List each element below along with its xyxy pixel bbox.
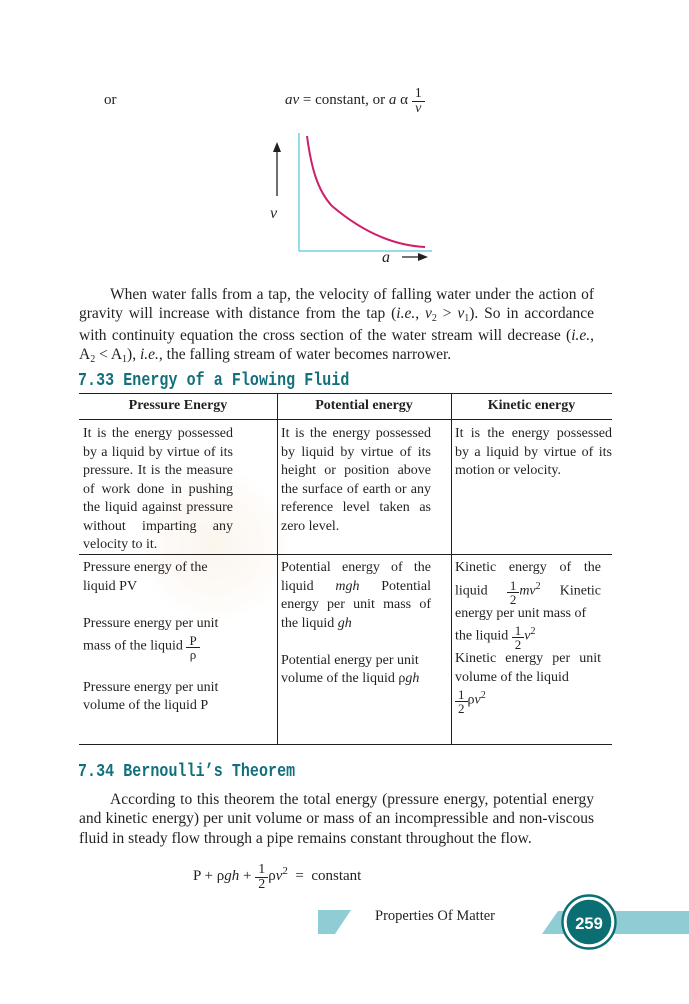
svg-text:259: 259 (575, 915, 603, 933)
